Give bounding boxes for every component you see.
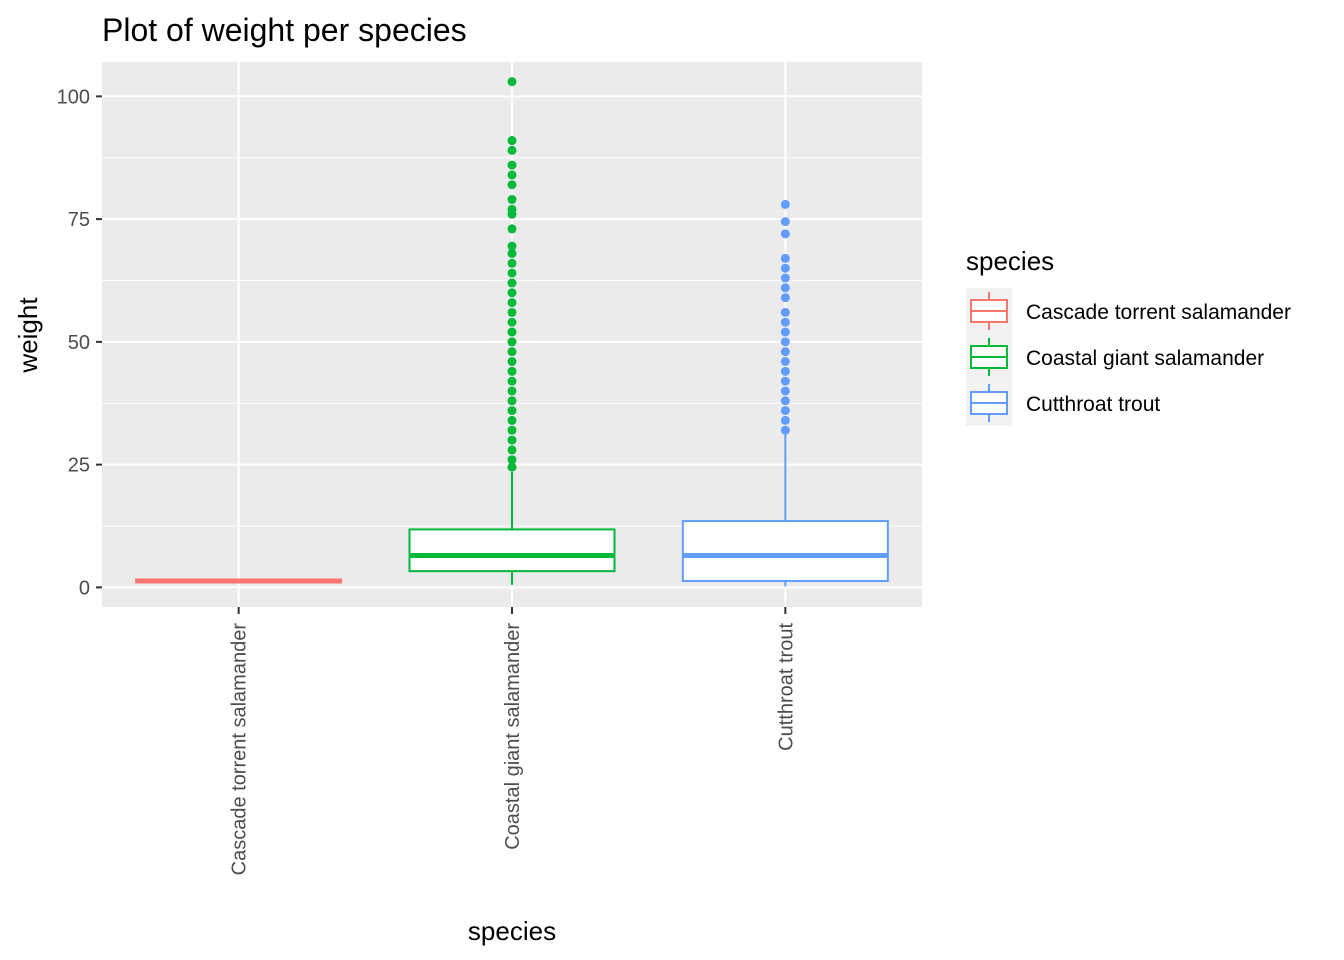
x-axis-title: species <box>468 916 556 946</box>
x-tick-label: Cascade torrent salamander <box>229 623 251 876</box>
outlier-point <box>507 425 517 435</box>
x-tick-label: Cutthroat trout <box>775 623 797 751</box>
outlier-point <box>780 415 790 425</box>
outlier-point <box>780 217 790 227</box>
outlier-point <box>507 77 517 87</box>
outlier-point <box>780 283 790 293</box>
y-tick-label: 50 <box>68 332 90 354</box>
outlier-point <box>507 462 517 472</box>
y-tick-label: 0 <box>79 577 90 599</box>
y-tick-label: 25 <box>68 455 90 477</box>
outlier-point <box>507 327 517 337</box>
chart-title: Plot of weight per species <box>102 12 467 48</box>
outlier-point <box>780 263 790 273</box>
box-iqr <box>681 520 889 582</box>
legend-item-3: Cutthroat trout <box>966 380 1160 426</box>
legend: species Cascade torrent salamander Coasta… <box>966 246 1291 426</box>
outlier-point <box>507 136 517 146</box>
outlier-point <box>507 209 517 219</box>
axes: 0 25 50 75 100 Cascade torrent salamander Coas… <box>57 86 798 875</box>
outlier-point <box>507 307 517 317</box>
outlier-point <box>780 376 790 386</box>
outlier-point <box>780 327 790 337</box>
boxplot-3 <box>681 199 889 587</box>
outlier-point <box>507 278 517 288</box>
x-tick-label: Coastal giant salamander <box>502 623 524 850</box>
outlier-point <box>507 366 517 376</box>
outlier-point <box>780 317 790 327</box>
outlier-point <box>507 357 517 367</box>
outlier-point <box>780 229 790 239</box>
outlier-point <box>780 347 790 357</box>
outlier-point <box>780 425 790 435</box>
outlier-point <box>507 455 517 465</box>
outlier-point <box>507 180 517 190</box>
outlier-point <box>780 396 790 406</box>
legend-label: Coastal giant salamander <box>1026 347 1264 370</box>
outlier-point <box>780 406 790 416</box>
outlier-point <box>507 258 517 268</box>
outlier-point <box>507 396 517 406</box>
outlier-point <box>507 160 517 170</box>
legend-title: species <box>966 246 1054 276</box>
outlier-point <box>507 241 517 251</box>
outlier-point <box>507 224 517 234</box>
outlier-point <box>507 248 517 258</box>
outlier-point <box>780 386 790 396</box>
outlier-point <box>507 337 517 347</box>
outlier-point <box>507 445 517 455</box>
outlier-point <box>507 415 517 425</box>
outlier-point <box>780 366 790 376</box>
y-axis-title: weight <box>13 297 43 374</box>
outlier-point <box>780 273 790 283</box>
legend-label: Cascade torrent salamander <box>1026 301 1291 324</box>
outlier-point <box>507 145 517 155</box>
y-tick-label: 75 <box>68 209 90 231</box>
outlier-point <box>780 293 790 303</box>
outlier-point <box>507 298 517 308</box>
boxplots <box>135 77 889 587</box>
outlier-point <box>780 357 790 367</box>
outlier-point <box>507 406 517 416</box>
legend-item-1: Cascade torrent salamander <box>966 288 1291 334</box>
outlier-point <box>780 337 790 347</box>
y-tick-label: 100 <box>57 86 90 108</box>
box-iqr <box>408 528 616 573</box>
outlier-point <box>507 317 517 327</box>
outlier-point <box>507 435 517 445</box>
outlier-point <box>780 253 790 263</box>
outlier-point <box>780 199 790 209</box>
legend-label: Cutthroat trout <box>1026 393 1160 416</box>
outlier-point <box>507 376 517 386</box>
outlier-point <box>507 386 517 396</box>
boxplot-2 <box>408 77 616 585</box>
boxplot-1 <box>135 578 343 584</box>
legend-item-2: Coastal giant salamander <box>966 334 1264 380</box>
outlier-point <box>507 194 517 204</box>
outlier-point <box>507 347 517 357</box>
outlier-point <box>507 170 517 180</box>
outlier-point <box>780 307 790 317</box>
outlier-point <box>507 288 517 298</box>
outlier-point <box>507 268 517 278</box>
